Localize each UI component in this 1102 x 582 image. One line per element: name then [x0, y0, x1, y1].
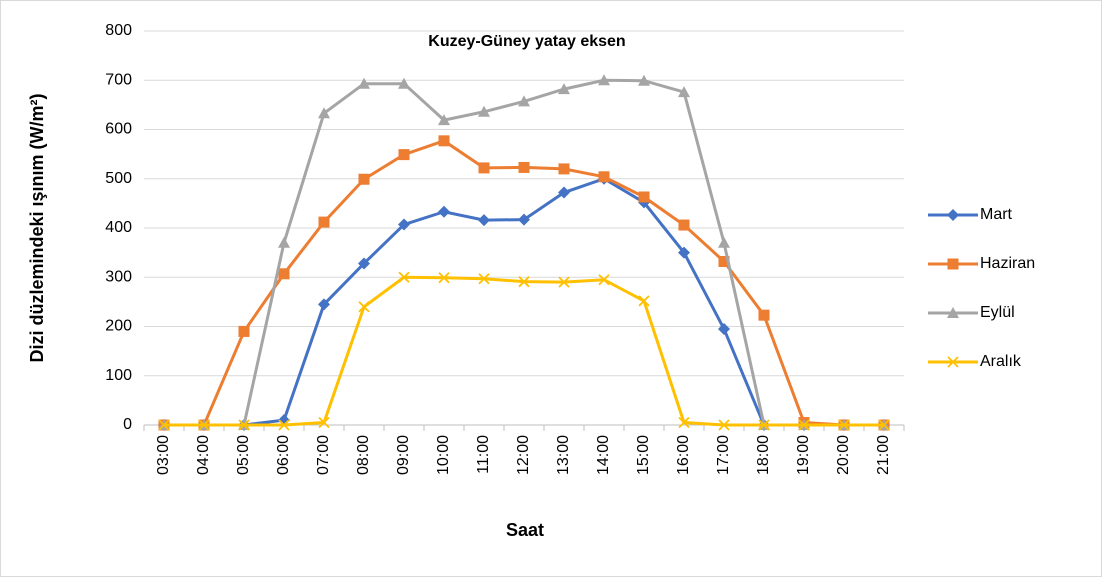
legend-entry: Haziran — [928, 255, 1035, 272]
x-tick-label: 17:00 — [715, 435, 732, 475]
marker — [358, 257, 370, 270]
x-tick-label: 18:00 — [755, 435, 772, 475]
x-tick-label: 19:00 — [795, 435, 812, 475]
marker — [478, 273, 490, 285]
y-tick-label: 300 — [105, 268, 132, 285]
marker — [598, 274, 610, 286]
marker — [518, 276, 530, 288]
marker — [478, 162, 490, 174]
marker — [198, 419, 210, 431]
marker — [758, 419, 770, 431]
marker — [398, 149, 410, 161]
marker — [358, 173, 370, 185]
marker — [598, 74, 610, 86]
marker — [438, 205, 450, 218]
marker — [398, 77, 410, 89]
marker — [318, 416, 330, 429]
legend-entry: Aralık — [928, 353, 1022, 370]
marker — [318, 298, 330, 311]
y-tick-label: 700 — [105, 71, 132, 88]
marker — [638, 191, 650, 203]
marker — [518, 161, 530, 173]
legend-label: Mart — [980, 206, 1013, 223]
marker — [947, 209, 959, 221]
marker — [558, 186, 570, 199]
marker — [478, 214, 490, 227]
x-tick-label: 10:00 — [435, 435, 452, 475]
y-axis-label: Dizi düzlemindeki ışınım (W/m²) — [27, 93, 47, 362]
marker — [718, 255, 730, 267]
y-tick-label: 200 — [105, 318, 132, 335]
y-tick-label: 500 — [105, 170, 132, 187]
marker — [878, 419, 890, 431]
x-axis-label: Saat — [506, 520, 544, 540]
marker — [718, 419, 730, 431]
marker — [278, 419, 290, 431]
marker — [678, 246, 690, 259]
marker — [358, 301, 370, 313]
x-tick-label: 09:00 — [395, 435, 412, 475]
marker — [758, 309, 770, 321]
marker — [518, 213, 530, 226]
x-tick-label: 13:00 — [555, 435, 572, 475]
marker — [518, 95, 530, 107]
chart-title: Kuzey-Güney yatay eksen — [428, 33, 625, 50]
y-tick-label: 100 — [105, 367, 132, 384]
marker — [638, 74, 650, 86]
marker — [947, 258, 959, 270]
y-tick-label: 600 — [105, 121, 132, 138]
marker — [678, 416, 690, 429]
marker — [438, 114, 450, 126]
legend-label: Eylül — [980, 304, 1015, 321]
marker — [558, 276, 570, 288]
legend-entry: Mart — [928, 206, 1013, 223]
marker — [398, 271, 410, 283]
marker — [318, 216, 330, 228]
x-tick-label: 12:00 — [515, 435, 532, 475]
x-tick-label: 21:00 — [875, 435, 892, 475]
marker — [278, 268, 290, 280]
marker — [158, 419, 170, 431]
marker — [318, 107, 330, 119]
marker — [638, 295, 650, 307]
x-tick-label: 14:00 — [595, 435, 612, 475]
x-tick-label: 11:00 — [475, 435, 492, 474]
marker — [838, 419, 850, 431]
x-tick-label: 08:00 — [355, 435, 372, 475]
marker — [558, 163, 570, 175]
marker — [238, 419, 250, 431]
marker — [718, 322, 730, 335]
legend-label: Haziran — [980, 255, 1035, 272]
x-tick-label: 16:00 — [675, 435, 692, 475]
marker — [947, 356, 959, 368]
marker — [478, 105, 490, 117]
marker — [238, 325, 250, 337]
y-tick-label: 0 — [123, 416, 132, 433]
legend-entry: Eylül — [928, 304, 1015, 321]
x-tick-label: 06:00 — [275, 435, 292, 475]
marker — [358, 77, 370, 89]
marker — [598, 171, 610, 183]
x-tick-label: 04:00 — [195, 435, 212, 475]
marker — [438, 135, 450, 147]
y-tick-label: 400 — [105, 219, 132, 236]
marker — [678, 219, 690, 231]
x-tick-label: 05:00 — [235, 435, 252, 475]
marker — [438, 272, 450, 284]
x-tick-label: 07:00 — [315, 435, 332, 475]
marker — [558, 83, 570, 95]
x-tick-label: 20:00 — [835, 435, 852, 475]
x-tick-label: 03:00 — [155, 435, 172, 475]
marker — [798, 419, 810, 431]
y-tick-label: 800 — [105, 22, 132, 39]
legend-label: Aralık — [980, 353, 1022, 370]
marker — [718, 236, 730, 248]
marker — [678, 86, 690, 98]
marker — [278, 236, 290, 248]
marker — [398, 218, 410, 231]
marker — [947, 307, 959, 318]
x-tick-label: 15:00 — [635, 435, 652, 475]
